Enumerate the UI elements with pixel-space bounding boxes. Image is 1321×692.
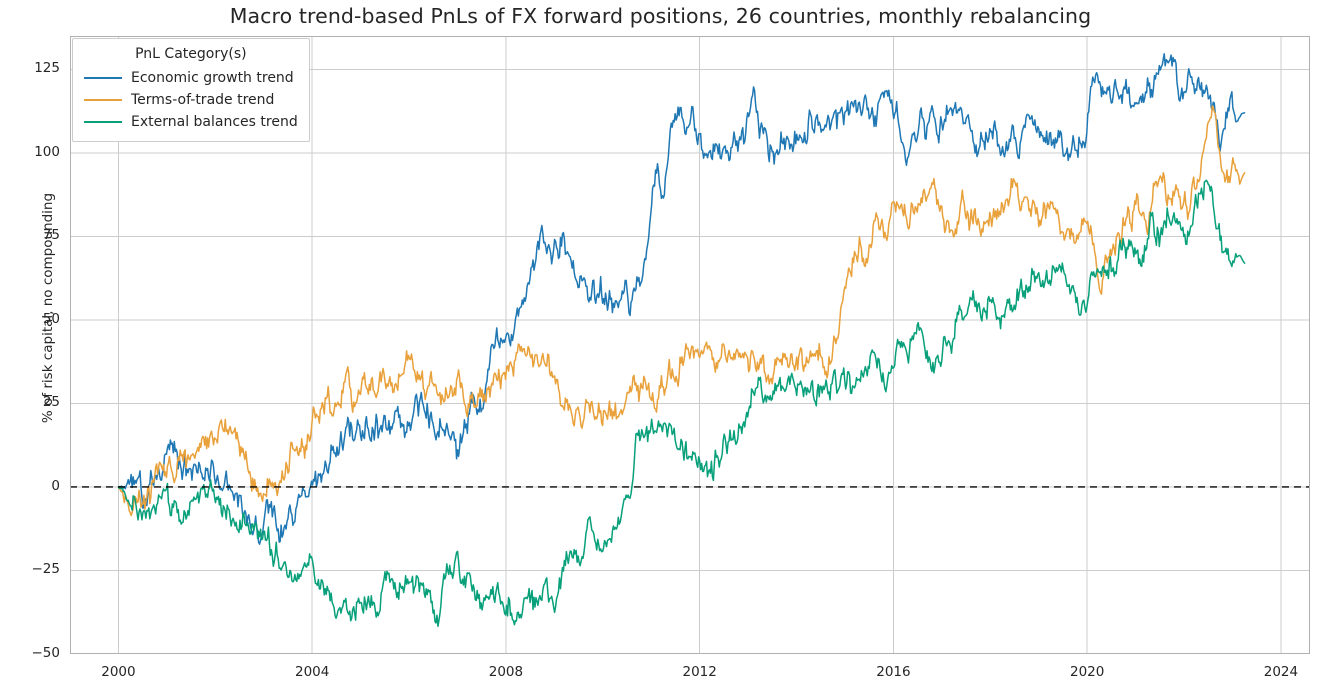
legend-item-label: Terms-of-trade trend <box>131 92 275 108</box>
x-tick-label: 2000 <box>101 664 136 680</box>
y-tick-label: −50 <box>31 645 61 661</box>
x-tick-label: 2012 <box>682 664 717 680</box>
x-tick-label: 2008 <box>488 664 524 680</box>
x-tick-label: 2024 <box>1263 664 1299 680</box>
y-tick-label: 100 <box>34 143 60 160</box>
y-tick-label: −25 <box>31 561 61 578</box>
y-tick-label: 75 <box>42 227 60 244</box>
x-tick-label: 2016 <box>876 664 911 680</box>
chart-legend: PnL Category(s) Economic growth trend Ter… <box>72 38 310 142</box>
legend-color-swatch <box>84 99 122 101</box>
y-tick-label: 50 <box>42 310 60 327</box>
y-tick-label: 0 <box>51 477 60 494</box>
series-line <box>117 105 1246 517</box>
legend-color-swatch <box>84 77 122 79</box>
series-line <box>117 53 1246 545</box>
legend-entries: Economic growth trend Terms-of-trade tren… <box>84 67 298 133</box>
legend-item-1[interactable]: Economic growth trend <box>84 67 298 89</box>
y-tick-label: 25 <box>42 394 60 411</box>
page-title: Macro trend-based PnLs of FX forward pos… <box>229 4 1092 28</box>
legend-color-swatch <box>84 121 122 123</box>
legend-item-label: Economic growth trend <box>131 70 294 86</box>
series-line <box>117 179 1246 628</box>
legend-title: PnL Category(s) <box>135 46 247 62</box>
legend-item-label: External balances trend <box>131 114 298 130</box>
x-tick-label: 2004 <box>295 664 330 680</box>
y-axis-label: % of risk capital, no compounding <box>40 192 56 424</box>
legend-item-2[interactable]: Terms-of-trade trend <box>84 89 298 111</box>
y-tick-label: 125 <box>34 60 60 77</box>
x-tick-label: 2020 <box>1070 664 1105 680</box>
series-lines <box>117 53 1246 628</box>
legend-item-3[interactable]: External balances trend <box>84 111 298 133</box>
